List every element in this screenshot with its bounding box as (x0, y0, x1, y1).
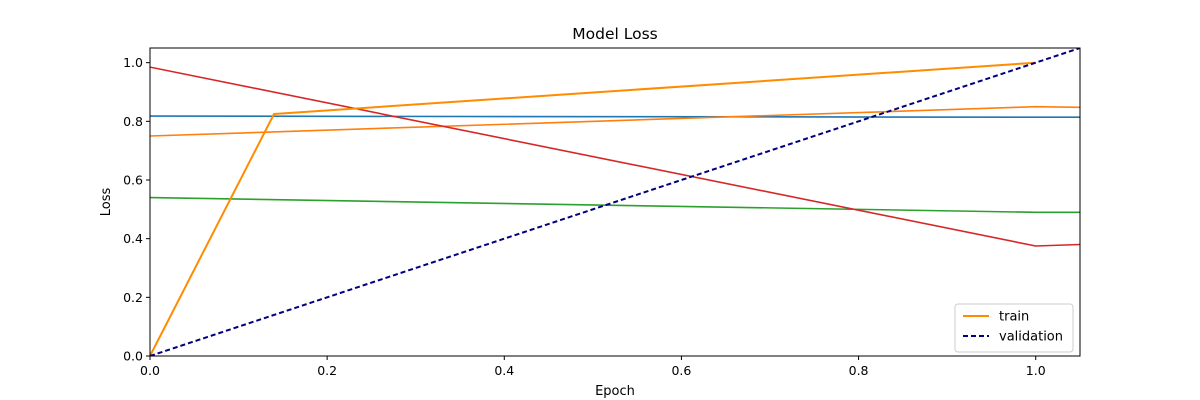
series-line-validation (150, 48, 1080, 356)
ticks-layer: 0.0 0.2 0.4 0.6 0.8 1.0 0.0 0.2 0.4 0.6 0.8 1.0 (123, 55, 1046, 378)
y-tick-label: 1.0 (123, 55, 143, 70)
x-tick-label: 0.6 (671, 363, 691, 378)
series-layer (150, 48, 1080, 356)
y-tick-label: 0.8 (123, 114, 143, 129)
y-tick-label: 0.2 (123, 290, 143, 305)
x-tick-label: 0.4 (494, 363, 514, 378)
y-tick-label: 0.0 (123, 349, 143, 364)
legend: train validation (954, 303, 1074, 353)
legend-label-validation: validation (999, 330, 1063, 345)
series-line-train (150, 61, 1036, 356)
x-tick-label: 0.0 (140, 363, 160, 378)
series-line-6 (150, 66, 1080, 247)
x-tick-label: 0.8 (849, 363, 869, 378)
plot-frame (149, 47, 1081, 357)
x-axis-label: Epoch (595, 384, 635, 399)
x-tick-label: 1.0 (1026, 363, 1046, 378)
y-axis-label: Loss (99, 188, 114, 217)
y-tick-label: 0.6 (123, 173, 143, 188)
chart-title: Model Loss (572, 25, 657, 43)
legend-label-train: train (999, 310, 1029, 325)
series-line-3 (150, 115, 1080, 118)
series-line-5 (150, 196, 1080, 214)
y-tick-label: 0.4 (123, 231, 143, 246)
series-line-4 (150, 105, 1080, 137)
x-tick-label: 0.2 (317, 363, 337, 378)
